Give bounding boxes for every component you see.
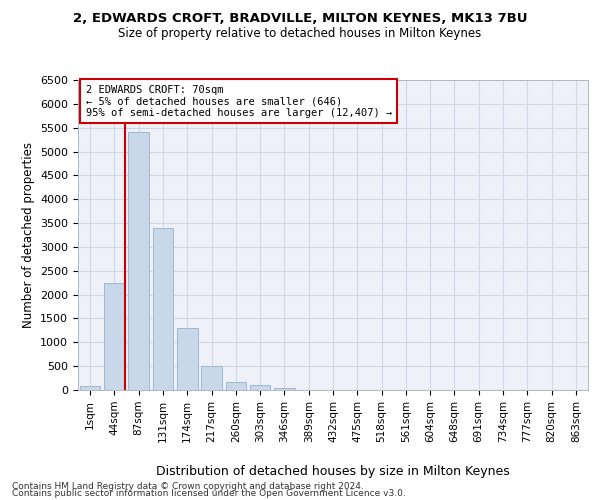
Text: 2 EDWARDS CROFT: 70sqm
← 5% of detached houses are smaller (646)
95% of semi-det: 2 EDWARDS CROFT: 70sqm ← 5% of detached … (86, 84, 392, 118)
Text: 2, EDWARDS CROFT, BRADVILLE, MILTON KEYNES, MK13 7BU: 2, EDWARDS CROFT, BRADVILLE, MILTON KEYN… (73, 12, 527, 26)
Bar (104, 282, 125, 390)
Bar (152, 228, 173, 390)
Bar (250, 385, 271, 390)
Text: Contains HM Land Registry data © Crown copyright and database right 2024.: Contains HM Land Registry data © Crown c… (12, 482, 364, 491)
Bar (274, 388, 295, 390)
Bar (80, 386, 100, 390)
Y-axis label: Number of detached properties: Number of detached properties (22, 142, 35, 328)
Bar (226, 382, 246, 390)
Text: Size of property relative to detached houses in Milton Keynes: Size of property relative to detached ho… (118, 28, 482, 40)
Bar (177, 328, 197, 390)
Bar (128, 132, 149, 390)
Text: Contains public sector information licensed under the Open Government Licence v3: Contains public sector information licen… (12, 489, 406, 498)
Bar (201, 366, 222, 390)
Text: Distribution of detached houses by size in Milton Keynes: Distribution of detached houses by size … (156, 464, 510, 477)
